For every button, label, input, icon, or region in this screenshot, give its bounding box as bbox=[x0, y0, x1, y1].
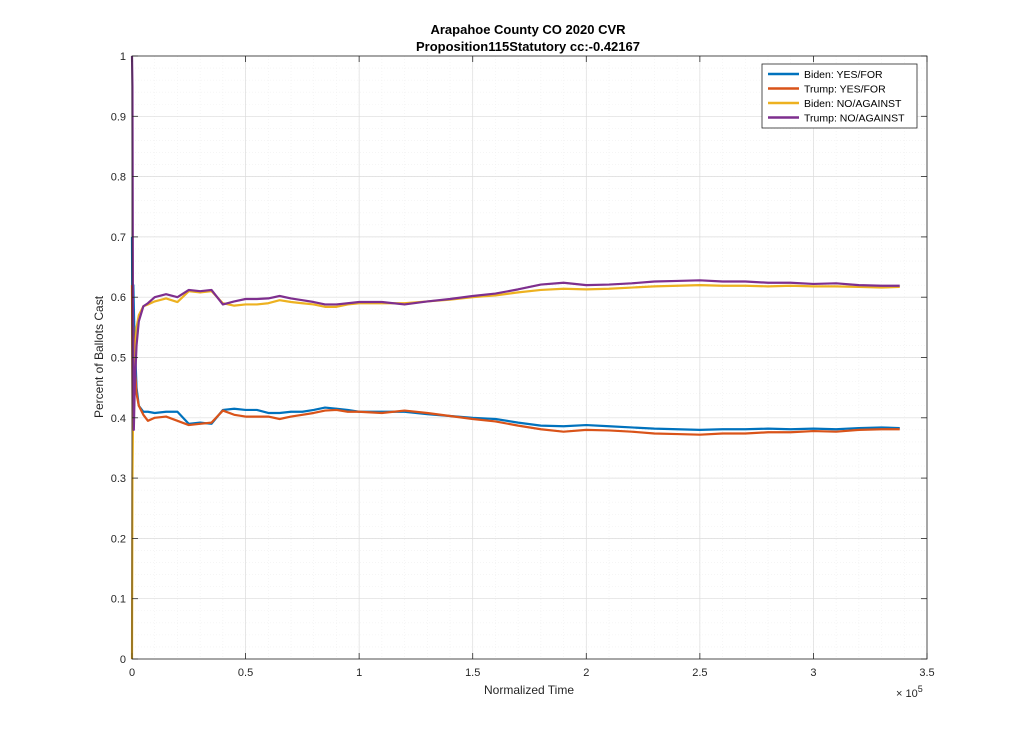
series-line-2 bbox=[130, 285, 900, 436]
legend-label: Trump: NO/AGAINST bbox=[804, 113, 905, 125]
x-tick-label: 3 bbox=[810, 667, 816, 679]
x-tick-label: 3.5 bbox=[919, 667, 934, 679]
x-tick-label: 2 bbox=[583, 667, 589, 679]
major-grid bbox=[131, 55, 928, 660]
y-tick-label: 0.2 bbox=[111, 533, 126, 545]
y-tick-label: 0.9 bbox=[111, 111, 126, 123]
y-tick-label: 0.3 bbox=[111, 473, 126, 485]
x-exponent-power: 5 bbox=[918, 684, 923, 694]
x-tick-label: 0 bbox=[129, 667, 135, 679]
series-line-4 bbox=[130, 55, 900, 431]
legend-label: Trump: YES/FOR bbox=[804, 84, 886, 96]
x-tick-label: 1 bbox=[356, 667, 362, 679]
y-tick-label: 0.4 bbox=[111, 413, 126, 425]
legend: Biden: YES/FOR Trump: YES/FOR Biden: NO/AG… bbox=[761, 63, 918, 129]
x-tick-label: 0.5 bbox=[238, 667, 253, 679]
x-axis-exponent: × 105 bbox=[896, 684, 923, 700]
series-line-1 bbox=[130, 236, 900, 431]
x-axis-ticks: 0 0.5 1 1.5 2 2.5 3 3.5 bbox=[129, 56, 935, 679]
chart-subtitle: Proposition115Statutory cc:-0.42167 bbox=[416, 39, 640, 54]
x-axis-label: Normalized Time bbox=[484, 683, 574, 697]
series-line-3 bbox=[130, 284, 900, 660]
x-tick-label: 1.5 bbox=[465, 667, 480, 679]
y-tick-label: 0.8 bbox=[111, 172, 126, 184]
y-axis-ticks: 0 0.1 0.2 0.3 0.4 0.5 0.6 0.7 0.8 0.9 1 bbox=[111, 51, 927, 666]
y-tick-label: 0.5 bbox=[111, 353, 126, 365]
legend-label: Biden: NO/AGAINST bbox=[804, 98, 902, 110]
y-tick-label: 0.7 bbox=[111, 232, 126, 244]
chart-title: Arapahoe County CO 2020 CVR bbox=[430, 22, 626, 37]
series-layer bbox=[130, 55, 900, 660]
x-exponent-base: × 10 bbox=[896, 688, 918, 700]
x-tick-label: 2.5 bbox=[692, 667, 707, 679]
legend-label: Biden: YES/FOR bbox=[804, 69, 883, 81]
y-tick-label: 0 bbox=[120, 654, 126, 666]
y-tick-label: 0.6 bbox=[111, 292, 126, 304]
y-tick-label: 1 bbox=[120, 51, 126, 63]
y-tick-label: 0.1 bbox=[111, 594, 126, 606]
y-axis-label: Percent of Ballots Cast bbox=[92, 295, 106, 418]
